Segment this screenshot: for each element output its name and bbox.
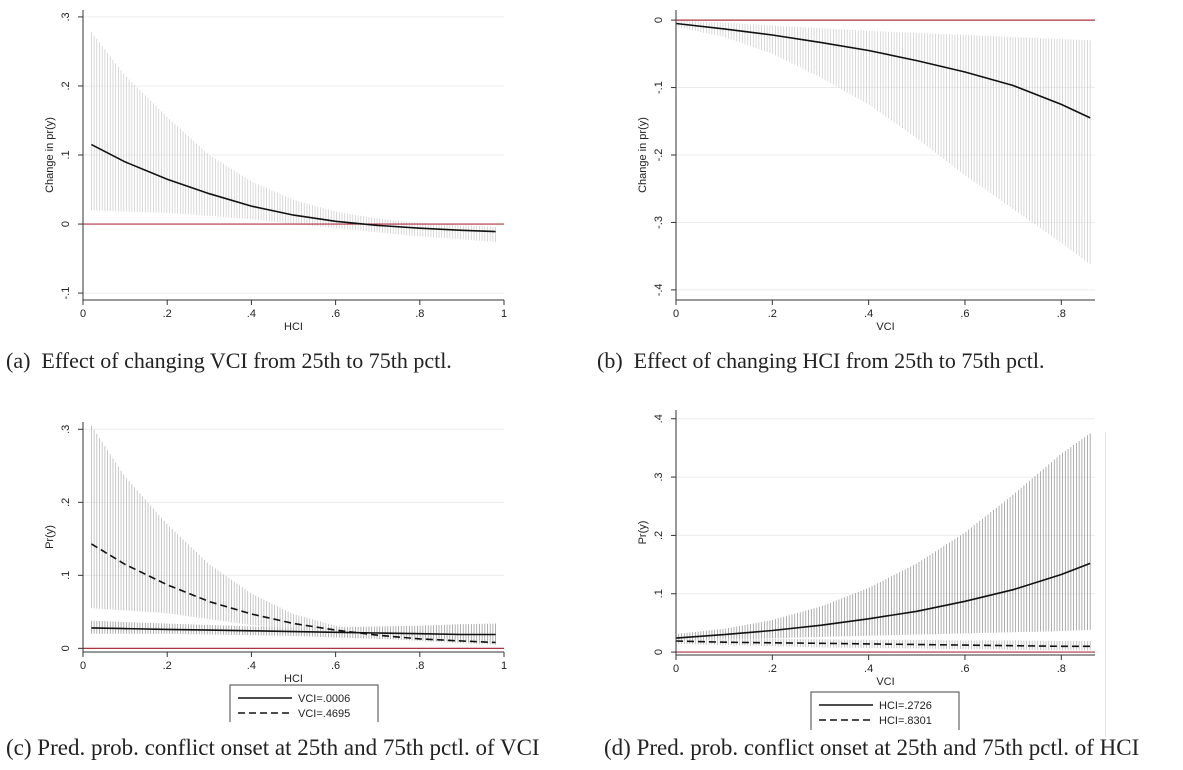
legend: HCI=.2726 HCI=.8301	[810, 691, 960, 733]
caption-tag-c: (c)	[6, 735, 32, 760]
ci-band-1	[675, 20, 1091, 265]
x-tick-label: .4	[247, 308, 256, 320]
caption-tag-d: (d)	[604, 735, 631, 760]
x-axis-label: VCI	[876, 321, 894, 330]
y-tick-label: -.1	[653, 81, 665, 94]
caption-text-d: Pred. prob. conflict onset at 25th and 7…	[636, 735, 1140, 760]
x-tick-label: 1	[501, 308, 507, 320]
y-axis-label: Pr(y)	[44, 525, 56, 549]
chart-svg-b: -.4 -.3 -.2 -.1 0 0 .2 .4 .6 .8 VCI Change in pr(y)	[637, 10, 1095, 333]
x-axis-label: VCI	[876, 676, 894, 688]
series-line-1	[91, 627, 496, 636]
x-tick-label: 1	[501, 660, 507, 672]
series-line-1	[91, 143, 496, 233]
chart-panel-a: -.1 0 .1 .2 .3 0 .2 .4 .6 .8 1 HCI Change in pr(y)	[0, 0, 590, 333]
series-line-1	[675, 562, 1091, 639]
x-tick-label: .8	[1057, 663, 1066, 675]
chart-svg-c: 0 .1 .2 .3 0 .2 .4 .6 .8 1 HCI Pr(y) VCI=.0006 VCI=.4…	[44, 422, 507, 726]
chart-svg-d: 0.1.2.3.40.2.4.6.8VCIPr(y)HCI=.2726HCI=.…	[637, 410, 1095, 733]
legend-box	[810, 691, 960, 733]
caption-b: (b) Effect of changing HCI from 25th to …	[597, 348, 1044, 374]
x-tick-label: .8	[415, 660, 424, 672]
chart-panel-d: 0.1.2.3.4 0.2.4.6.8 VCI Pr(y) HCI=.2726 HCI=.…	[594, 400, 1183, 733]
caption-text-a: Effect of changing VCI from 25th to 75th…	[41, 348, 452, 373]
x-tick-label: .6	[331, 660, 340, 672]
caption-d: (d) Pred. prob. conflict onset at 25th a…	[604, 735, 1139, 761]
x-tick-label: 0	[80, 660, 86, 672]
x-tick-label: .2	[768, 308, 777, 320]
x-tick-label: .2	[768, 663, 777, 675]
y-tick-label: .2	[653, 531, 665, 540]
x-tick-label: .6	[960, 308, 969, 320]
y-tick-label: -.2	[653, 149, 665, 162]
legend-label-2: VCI=.4695	[298, 708, 350, 720]
y-tick-label: .2	[60, 81, 72, 90]
series-line-2	[675, 640, 1091, 648]
y-tick-label: .3	[60, 12, 72, 21]
x-tick-label: 0	[673, 663, 679, 675]
x-tick-label: .6	[960, 663, 969, 675]
x-tick-label: .4	[864, 308, 873, 320]
x-tick-label: .4	[864, 663, 873, 675]
x-tick-label: .8	[1057, 308, 1066, 320]
chart-svg-a: -.1 0 .1 .2 .3 0 .2 .4 .6 .8 1 HCI Change in pr(y)	[44, 10, 507, 333]
y-tick-label: .1	[60, 571, 72, 580]
x-tick-label: .2	[163, 308, 172, 320]
x-axis-label: HCI	[284, 321, 303, 330]
caption-c: (c) Pred. prob. conflict onset at 25th a…	[6, 735, 540, 761]
y-axis-label: Change in pr(y)	[44, 117, 56, 193]
panel-divider	[1105, 432, 1106, 737]
legend-label-1: VCI=.0006	[298, 693, 350, 705]
caption-tag-a: (a)	[6, 348, 31, 373]
y-tick-label: 0	[653, 17, 665, 23]
y-tick-label: -.3	[653, 216, 665, 229]
y-tick-label: .1	[653, 589, 665, 598]
y-tick-label: -.4	[653, 283, 665, 296]
y-tick-label: 0	[60, 221, 72, 227]
y-tick-label: .3	[653, 472, 665, 481]
y-tick-label: .2	[60, 498, 72, 507]
y-tick-label: .3	[60, 425, 72, 434]
y-tick-label: .1	[60, 150, 72, 159]
y-tick-label: .4	[653, 414, 665, 423]
series-line-2	[90, 543, 496, 644]
ci-band-2	[91, 425, 496, 645]
ci-band-2	[675, 637, 1091, 651]
caption-text-b: Effect of changing HCI from 25th to 75th…	[633, 348, 1045, 373]
chart-panel-c: 0 .1 .2 .3 0 .2 .4 .6 .8 1 HCI Pr(y) VCI=.0006 VCI=.4…	[0, 412, 590, 726]
caption-text-c: Pred. prob. conflict onset at 25th and 7…	[37, 735, 540, 760]
chart-panel-b: -.4 -.3 -.2 -.1 0 0 .2 .4 .6 .8 VCI Change in pr(y)	[594, 0, 1183, 333]
x-tick-label: .2	[163, 660, 172, 672]
x-tick-label: 0	[673, 308, 679, 320]
y-axis-label: Pr(y)	[637, 521, 649, 545]
y-axis-label: Change in pr(y)	[637, 117, 649, 193]
caption-tag-b: (b)	[597, 348, 623, 373]
legend: VCI=.0006 VCI=.4695	[229, 684, 379, 726]
legend-label-1: HCI=.2726	[879, 700, 932, 712]
x-tick-label: .4	[247, 660, 256, 672]
y-tick-label: 0	[653, 649, 665, 655]
x-tick-label: 0	[80, 308, 86, 320]
x-tick-label: .6	[331, 308, 340, 320]
y-tick-label: 0	[60, 645, 72, 651]
x-axis-label: HCI	[284, 673, 303, 685]
ci-band-1	[675, 433, 1091, 641]
series-line-1	[675, 22, 1091, 119]
caption-a: (a) Effect of changing VCI from 25th to …	[6, 348, 452, 374]
x-tick-label: .8	[415, 308, 424, 320]
legend-label-2: HCI=.8301	[879, 715, 932, 727]
ci-band-1	[91, 32, 496, 242]
y-tick-label: -.1	[60, 287, 72, 300]
